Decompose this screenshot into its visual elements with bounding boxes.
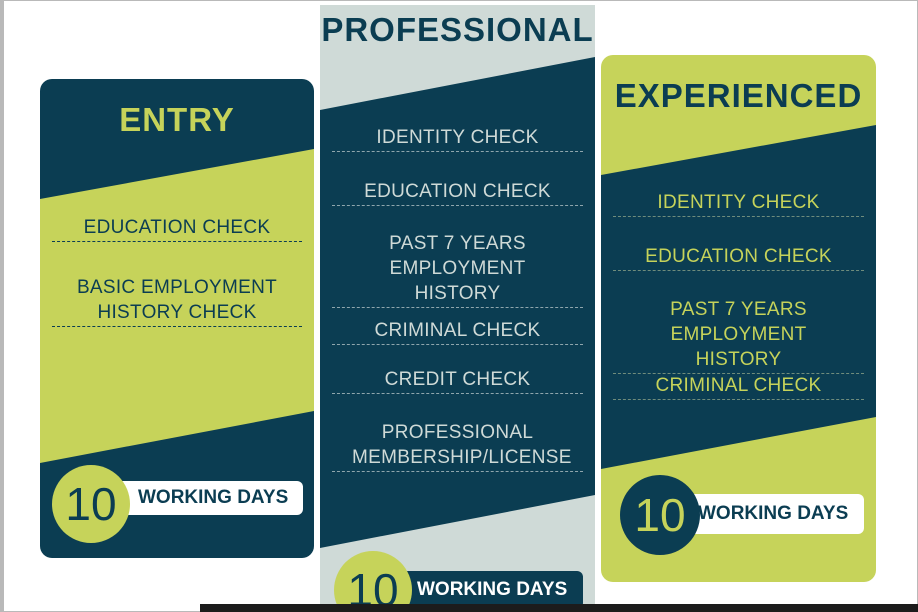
entry-item-education: EDUCATION CHECK xyxy=(52,215,302,242)
professional-item-employment-history: PAST 7 YEARS EMPLOYMENT HISTORY xyxy=(332,231,583,308)
experienced-tier-title: EXPERIENCED xyxy=(614,77,863,114)
entry-days-number: 10 xyxy=(52,465,130,543)
professional-working-days-label: WORKING DAYS xyxy=(417,579,568,600)
professional-item-criminal: CRIMINAL CHECK xyxy=(332,318,583,345)
experienced-item-employment-history: PAST 7 YEARS EMPLOYMENT HISTORY xyxy=(613,297,864,374)
experienced-tier-card: EXPERIENCED IDENTITY CHECK EDUCATION CHE… xyxy=(601,55,876,582)
professional-item-credit: CREDIT CHECK xyxy=(332,367,583,394)
professional-tier-card: PROFESSIONAL IDENTITY CHECK EDUCATION CH… xyxy=(320,5,595,612)
professional-item-identity: IDENTITY CHECK xyxy=(332,125,583,152)
entry-tier-card: ENTRY EDUCATION CHECK BASIC EMPLOYMENT H… xyxy=(40,79,314,558)
professional-tier-title: PROFESSIONAL xyxy=(321,11,594,48)
professional-tier-background xyxy=(320,5,595,612)
experienced-item-criminal: CRIMINAL CHECK xyxy=(613,373,864,400)
professional-days-number: 10 xyxy=(334,551,412,612)
professional-item-education: EDUCATION CHECK xyxy=(332,179,583,206)
entry-item-employment-history: BASIC EMPLOYMENT HISTORY CHECK xyxy=(52,275,302,327)
bottom-edge-bar xyxy=(200,604,918,612)
entry-working-days-label: WORKING DAYS xyxy=(138,487,289,508)
experienced-days-number: 10 xyxy=(620,475,700,555)
professional-item-membership-license: PROFESSIONAL MEMBERSHIP/LICENSE xyxy=(332,420,583,472)
experienced-working-days-label: WORKING DAYS xyxy=(698,503,849,524)
experienced-item-identity: IDENTITY CHECK xyxy=(613,190,864,217)
experienced-item-education: EDUCATION CHECK xyxy=(613,244,864,271)
entry-tier-title: ENTRY xyxy=(119,101,235,138)
